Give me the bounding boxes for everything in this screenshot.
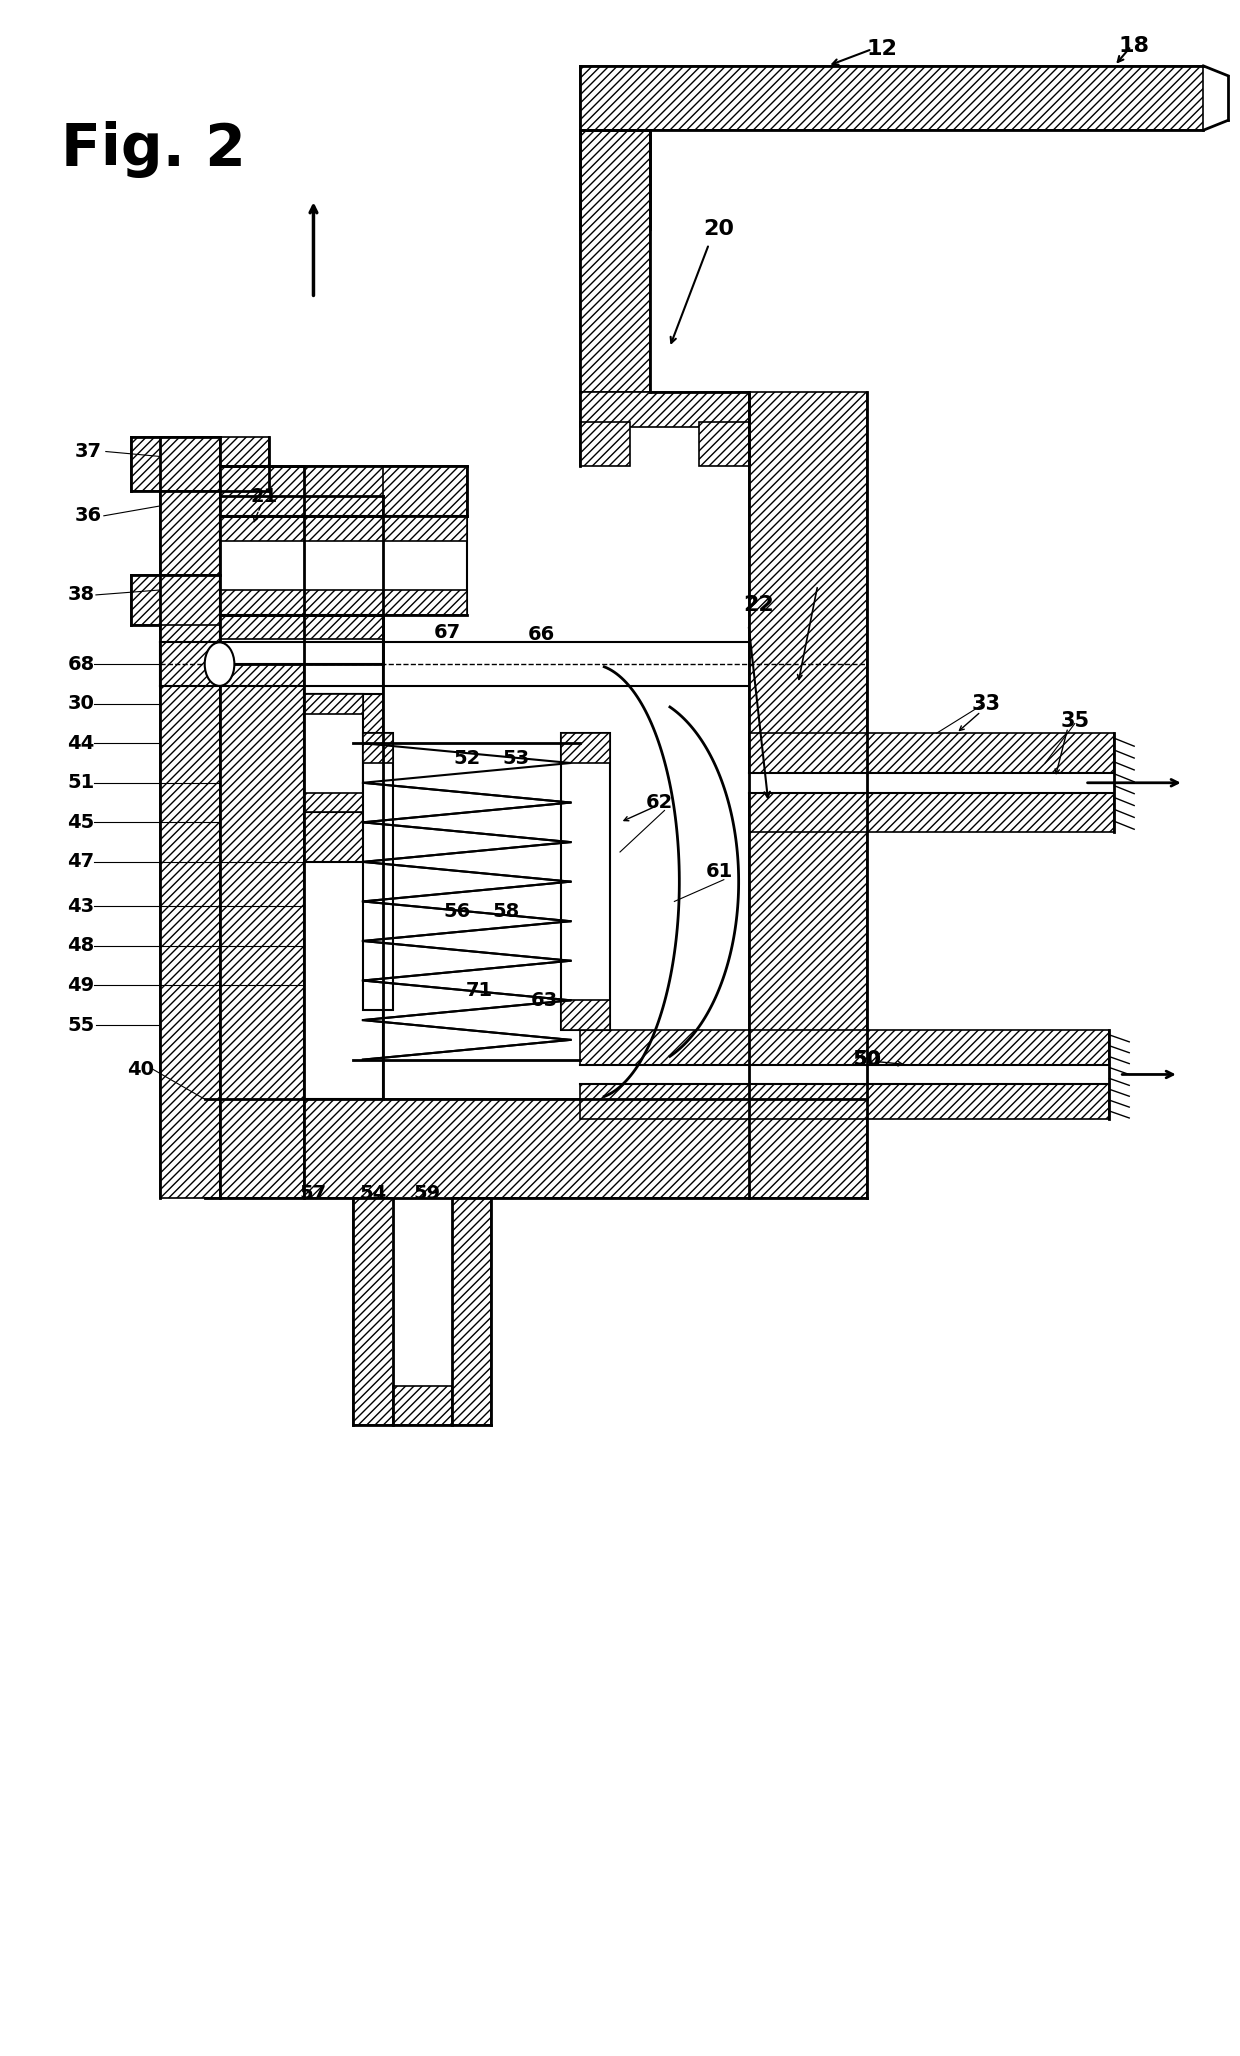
Text: 12: 12 [867,39,898,60]
Bar [749,734,1115,773]
Text: 62: 62 [646,794,673,812]
Bar [580,393,749,428]
Ellipse shape [205,641,234,687]
Bar [304,794,363,812]
Bar [130,436,219,491]
Text: 55: 55 [67,1016,94,1034]
Bar [580,421,630,467]
Text: 20: 20 [703,220,734,238]
Bar [219,516,466,541]
Bar [580,1065,1110,1084]
Text: 66: 66 [527,625,554,644]
Bar [304,495,383,1100]
Bar [219,436,269,491]
Text: 38: 38 [67,586,94,604]
Bar [580,130,650,393]
Text: 50: 50 [853,1051,882,1069]
Text: 33: 33 [971,693,1001,713]
Bar [219,467,304,495]
Bar [304,861,383,1100]
Text: 30: 30 [68,695,94,713]
Text: 37: 37 [74,442,102,461]
Bar [451,1199,491,1425]
Text: 50: 50 [853,1051,880,1069]
Text: 59: 59 [414,1184,440,1203]
Bar [304,693,363,713]
Text: 61: 61 [706,861,733,882]
Bar [393,1199,451,1425]
Bar [219,516,466,615]
Text: Fig. 2: Fig. 2 [61,121,247,179]
Text: 40: 40 [126,1061,154,1079]
Bar [580,66,1203,130]
Bar [749,794,1115,833]
Text: 52: 52 [453,748,480,767]
Text: 58: 58 [492,903,520,921]
Text: 44: 44 [67,734,94,752]
Bar [749,393,867,1199]
Text: 45: 45 [67,812,94,833]
Text: 18: 18 [1118,37,1149,56]
Text: 68: 68 [67,654,94,674]
Text: 63: 63 [531,991,558,1009]
Text: 57: 57 [300,1184,327,1203]
Text: 67: 67 [434,623,460,641]
Bar [205,1100,867,1199]
Text: 48: 48 [67,935,94,956]
Bar [160,436,219,1199]
Bar [219,615,383,639]
Text: 54: 54 [360,1184,387,1203]
Bar [363,734,393,1009]
Bar [393,1386,451,1425]
Bar [749,773,1115,794]
Bar [383,467,466,516]
Bar [363,734,393,763]
Bar [304,693,363,812]
Bar [580,1084,1110,1118]
Bar [560,1001,610,1030]
Bar [304,495,383,693]
Bar [580,1030,1110,1065]
Text: 36: 36 [74,506,102,524]
Bar [699,421,749,467]
Text: 43: 43 [67,896,94,915]
Text: 49: 49 [67,977,94,995]
Text: 51: 51 [67,773,94,792]
Bar [560,734,610,763]
Bar [219,590,466,615]
Text: 56: 56 [443,903,470,921]
Bar [130,576,219,625]
Bar [219,615,383,664]
Text: 21: 21 [250,487,278,506]
Text: 22: 22 [743,594,774,615]
Text: 47: 47 [67,853,94,872]
Text: 35: 35 [1060,711,1090,732]
Text: 53: 53 [502,748,529,767]
Bar [353,1199,393,1425]
Bar [219,467,466,516]
Bar [219,625,304,1199]
Text: 71: 71 [466,981,494,999]
Bar [560,734,610,1030]
